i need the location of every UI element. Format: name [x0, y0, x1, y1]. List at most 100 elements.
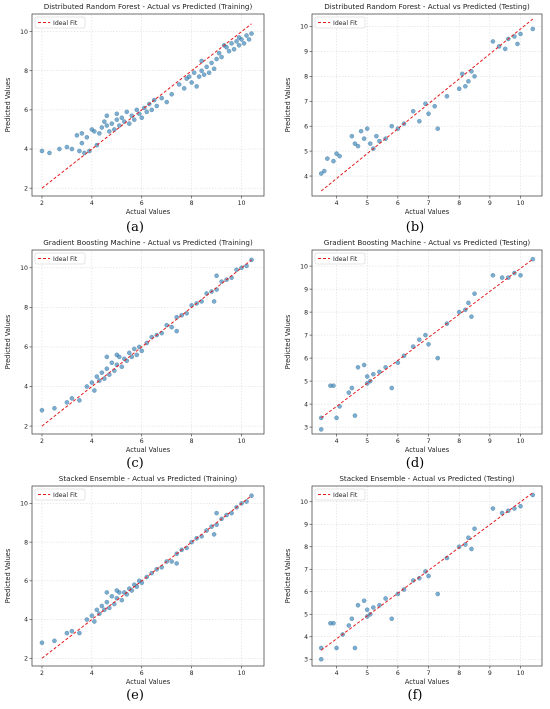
- y-tick-label: 4: [24, 384, 28, 391]
- data-point: [214, 510, 219, 516]
- x-tick-label: 4: [335, 438, 339, 445]
- data-point: [206, 70, 212, 76]
- data-point: [104, 354, 110, 360]
- data-point: [99, 125, 105, 130]
- data-point: [518, 31, 523, 37]
- y-tick-label: 5: [304, 611, 308, 618]
- data-point: [417, 118, 422, 124]
- data-point: [126, 121, 132, 126]
- legend-label: Ideal Fit: [53, 20, 78, 27]
- data-point: [92, 619, 97, 624]
- data-point: [490, 39, 496, 44]
- data-point: [104, 599, 110, 605]
- data-point: [39, 148, 45, 154]
- data-point: [97, 131, 102, 136]
- y-tick-label: 6: [304, 355, 308, 362]
- data-point: [64, 144, 70, 150]
- data-point: [364, 374, 370, 379]
- data-point: [92, 129, 97, 134]
- chart-panel-f: Stacked Ensemble - Actual vs Predicted (…: [282, 472, 548, 688]
- y-tick-label: 4: [24, 146, 28, 153]
- x-axis-label: Actual Values: [126, 208, 171, 216]
- x-tick-label: 6: [140, 438, 144, 445]
- data-point: [435, 355, 441, 361]
- chart-panel-c: Gradient Boosting Machine - Actual vs Pr…: [2, 236, 270, 456]
- data-point: [229, 510, 234, 516]
- x-axis-label: Actual Values: [126, 446, 171, 454]
- data-point: [119, 115, 125, 121]
- data-point: [234, 267, 239, 273]
- data-point: [349, 385, 355, 391]
- y-axis-label: Predicted Values: [4, 314, 12, 369]
- data-point: [131, 346, 137, 352]
- data-point: [211, 532, 217, 537]
- data-point: [94, 607, 100, 613]
- data-point: [337, 153, 342, 159]
- y-tick-label: 10: [300, 263, 308, 270]
- data-point: [417, 337, 422, 342]
- data-point: [321, 168, 327, 174]
- data-point: [174, 328, 179, 334]
- x-axis-label: Actual Values: [405, 446, 450, 454]
- plot-frame: [31, 485, 265, 667]
- legend-label: Ideal Fit: [333, 256, 358, 263]
- data-point: [199, 58, 204, 64]
- data-point: [459, 71, 465, 77]
- data-point: [134, 584, 140, 589]
- y-tick-label: 9: [304, 521, 308, 528]
- data-point: [77, 148, 82, 154]
- legend: Ideal Fit: [34, 488, 86, 501]
- data-point: [191, 70, 197, 76]
- data-point: [349, 133, 355, 139]
- data-point: [367, 141, 373, 146]
- data-point: [515, 41, 520, 47]
- data-point: [334, 645, 339, 651]
- x-tick-label: 8: [190, 438, 194, 445]
- x-tick-label: 8: [457, 438, 461, 445]
- data-point: [435, 126, 441, 131]
- chart-title: Stacked Ensemble - Actual vs Predicted (…: [59, 474, 238, 483]
- data-point: [371, 605, 376, 610]
- data-point: [176, 82, 182, 87]
- x-tick-label: 5: [365, 200, 369, 207]
- data-point: [139, 115, 145, 121]
- data-point: [69, 146, 75, 152]
- data-point: [502, 46, 508, 52]
- chart-title: Gradient Boosting Machine - Actual vs Pr…: [43, 238, 253, 247]
- data-point: [236, 35, 242, 40]
- y-tick-label: 6: [304, 589, 308, 596]
- data-point: [219, 279, 224, 284]
- data-point: [199, 68, 204, 74]
- data-point: [69, 628, 75, 634]
- data-point: [331, 620, 336, 626]
- data-point: [126, 350, 132, 356]
- data-point: [136, 111, 142, 117]
- data-point: [456, 309, 462, 315]
- x-tick-label: 9: [488, 670, 492, 677]
- x-tick-label: 8: [190, 200, 194, 207]
- data-point: [117, 123, 122, 128]
- data-point: [139, 348, 145, 354]
- legend: Ideal Fit: [34, 16, 86, 29]
- plot-frame: [311, 485, 543, 667]
- chart-title: Stacked Ensemble - Actual vs Predicted (…: [339, 474, 515, 483]
- data-point: [144, 109, 150, 115]
- data-point: [104, 113, 110, 119]
- data-point: [364, 126, 370, 131]
- x-tick-label: 6: [396, 200, 400, 207]
- data-point: [209, 60, 214, 66]
- plot-frame: [311, 13, 543, 197]
- y-tick-label: 7: [304, 566, 308, 573]
- chart-panel-d: Gradient Boosting Machine - Actual vs Pr…: [282, 236, 548, 456]
- data-point: [383, 596, 388, 601]
- data-point: [47, 150, 52, 156]
- data-point: [241, 41, 247, 46]
- data-point: [432, 103, 437, 109]
- data-point: [490, 273, 496, 278]
- ideal-fit-line: [41, 259, 252, 427]
- data-point: [472, 526, 477, 532]
- y-tick-label: 7: [304, 98, 308, 105]
- data-point: [164, 322, 170, 328]
- data-point: [229, 41, 234, 46]
- y-tick-label: 10: [20, 501, 28, 508]
